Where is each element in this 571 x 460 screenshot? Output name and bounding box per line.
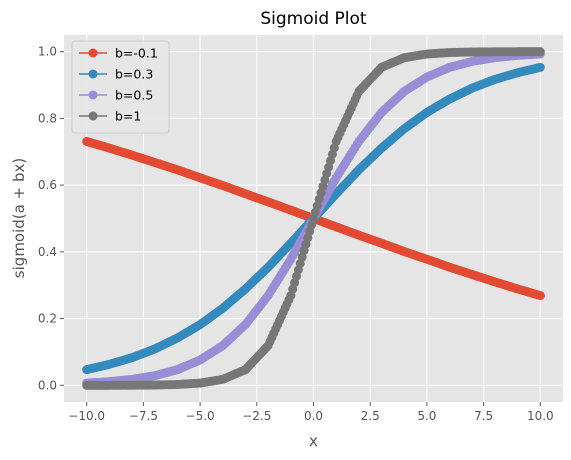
legend-swatch-marker <box>88 48 98 58</box>
chart-title: Sigmoid Plot <box>260 9 367 29</box>
legend-item: b=-0.1 <box>79 46 158 61</box>
legend-box <box>71 40 170 134</box>
ticks: −10.0 −7.5 −5.0 −2.5 0.0 2.5 5.0 7.5 10.0 0.0 0.2 0… <box>38 45 554 423</box>
legend-label: b=0.3 <box>115 67 153 82</box>
y-tick-label: 0.8 <box>38 111 57 125</box>
y-tick-label: 1.0 <box>38 45 57 59</box>
legend-swatch-marker <box>88 90 98 100</box>
x-tick-label: 0.0 <box>304 409 323 423</box>
x-tick-label: −10.0 <box>68 409 105 423</box>
x-tick-label: −5.0 <box>186 409 215 423</box>
legend-item: b=1 <box>79 109 141 124</box>
data-point <box>535 291 545 301</box>
series-b=-0.1 <box>82 136 545 301</box>
y-tick-label: 0.2 <box>38 312 57 326</box>
series-b=1 <box>82 47 545 390</box>
x-tick-label: 2.5 <box>361 409 380 423</box>
legend-item: b=0.3 <box>79 67 153 82</box>
legend-label: b=1 <box>115 109 141 124</box>
data-point <box>535 62 545 72</box>
legend-swatch-marker <box>88 111 98 121</box>
x-tick-label: −2.5 <box>242 409 271 423</box>
x-tick-label: 7.5 <box>474 409 493 423</box>
legend-swatch-marker <box>88 69 98 79</box>
y-tick-label: 0.4 <box>38 245 57 259</box>
x-axis-label: x <box>309 432 318 450</box>
y-tick-label: 0.6 <box>38 178 57 192</box>
legend-label: b=-0.1 <box>115 46 158 61</box>
legend-item: b=0.5 <box>79 88 153 103</box>
data-point <box>535 47 545 57</box>
grid <box>64 35 563 402</box>
x-tick-label: 10.0 <box>527 409 554 423</box>
series-layer <box>82 47 545 390</box>
y-axis-label: sigmoid(a + bx) <box>10 158 28 278</box>
legend: b=-0.1 b=0.3 b=0.5 b=1 <box>71 40 170 134</box>
x-tick-label: 5.0 <box>417 409 436 423</box>
y-tick-label: 0.0 <box>38 378 57 392</box>
legend-label: b=0.5 <box>115 88 153 103</box>
x-tick-label: −7.5 <box>129 409 158 423</box>
